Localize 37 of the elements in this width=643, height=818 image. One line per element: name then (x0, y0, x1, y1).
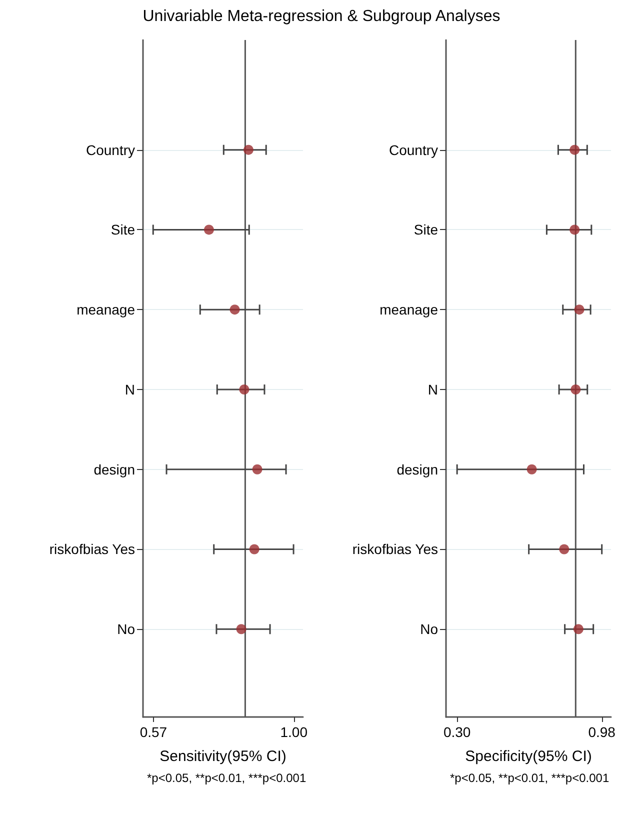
point (574, 304, 584, 315)
point (204, 224, 214, 235)
x-axis-title: Specificity(95% CI) (465, 748, 592, 765)
point (570, 224, 580, 235)
y-tick-label: Country (86, 142, 135, 158)
y-tick-label: design (94, 461, 135, 478)
point (570, 144, 580, 155)
y-tick-label: riskofbias Yes (352, 541, 438, 558)
point (573, 624, 584, 634)
y-tick-label: No (420, 621, 438, 638)
x-tick-label: 0.30 (443, 724, 471, 740)
x-tick-label: 0.57 (140, 724, 168, 740)
point (249, 544, 260, 554)
chart-title: Univariable Meta-regression & Subgroup Analyses (142, 8, 502, 26)
x-tick-label: 1.00 (280, 724, 308, 740)
x-tick-label: 0.98 (588, 724, 616, 740)
y-tick-label: Site (414, 222, 438, 238)
y-tick-label: design (396, 461, 438, 478)
point (252, 464, 262, 474)
point (559, 544, 570, 554)
y-tick-label: No (117, 621, 136, 638)
text: *p<0.05, **p<0.01, ***p<0.001 (147, 771, 306, 785)
point (239, 384, 250, 394)
y-tick-label: meanage (76, 302, 136, 318)
point (236, 624, 246, 634)
y-tick-label: Country (388, 142, 438, 158)
point (526, 464, 537, 474)
x-axis-title: Sensitivity(95% CI) (160, 748, 286, 765)
point (243, 144, 254, 155)
text: *p<0.05, **p<0.01, ***p<0.001 (450, 771, 610, 785)
y-tick-label: N (124, 381, 135, 398)
point (230, 304, 240, 315)
y-tick-label: Site (110, 222, 136, 238)
y-tick-label: N (428, 381, 438, 398)
y-tick-label: riskofbias Yes (49, 541, 135, 558)
y-tick-label: meanage (380, 302, 438, 318)
point (570, 384, 581, 394)
